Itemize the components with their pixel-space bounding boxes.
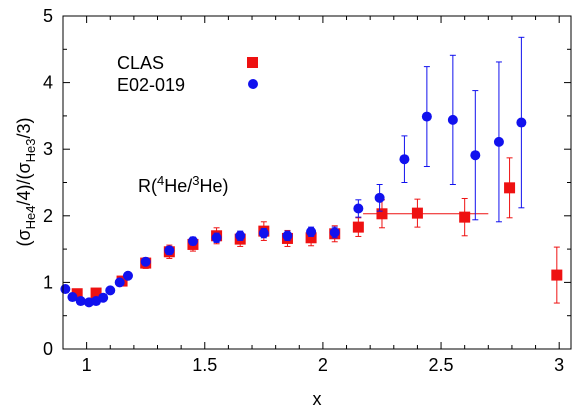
x-tick-label: 3 bbox=[554, 355, 564, 375]
data-point-e02-019 bbox=[516, 117, 527, 128]
legend-label-clas: CLAS bbox=[117, 53, 164, 73]
x-tick-label: 2.5 bbox=[429, 355, 454, 375]
y-tick-label: 5 bbox=[43, 6, 53, 26]
ratio-annotation: R(4He/3He) bbox=[138, 173, 229, 196]
data-point-e02-019 bbox=[187, 236, 198, 247]
legend-marker-e02-019 bbox=[248, 79, 258, 89]
y-tick-label: 1 bbox=[43, 272, 53, 292]
y-axis-title: (σHe4/4)/(σHe3/3) bbox=[14, 118, 38, 247]
y-tick-label: 3 bbox=[43, 139, 53, 159]
data-point-clas bbox=[305, 232, 317, 244]
data-point-clas bbox=[376, 208, 388, 220]
series-e02-019 bbox=[60, 36, 527, 308]
data-point-e02-019 bbox=[306, 226, 317, 237]
data-point-e02-019 bbox=[258, 228, 269, 239]
data-point-e02-019 bbox=[140, 256, 151, 267]
data-point-e02-019 bbox=[399, 154, 410, 165]
data-point-e02-019 bbox=[122, 270, 133, 281]
data-point-clas bbox=[352, 221, 364, 233]
x-tick-label: 1.5 bbox=[192, 355, 217, 375]
data-point-e02-019 bbox=[105, 285, 116, 296]
data-point-clas bbox=[90, 287, 102, 299]
data-point-e02-019 bbox=[329, 227, 340, 238]
data-point-e02-019 bbox=[235, 230, 246, 241]
data-point-e02-019 bbox=[421, 111, 432, 122]
y-tick-labels: 0 1 2 3 4 5 bbox=[43, 6, 53, 359]
data-point-e02-019 bbox=[164, 245, 175, 256]
x-tick-label: 1 bbox=[82, 355, 92, 375]
y-tick-label: 2 bbox=[43, 206, 53, 226]
x-axis-title: x bbox=[313, 389, 322, 409]
data-point-e02-019 bbox=[60, 284, 71, 295]
x-tick-labels: 1 1.5 2 2.5 3 bbox=[82, 355, 565, 375]
data-point-e02-019 bbox=[353, 203, 364, 214]
data-point-e02-019 bbox=[282, 230, 293, 241]
data-point-e02-019 bbox=[75, 296, 86, 307]
legend-marker-clas bbox=[247, 57, 258, 68]
data-point-clas bbox=[411, 207, 423, 219]
data-point-e02-019 bbox=[67, 292, 78, 303]
x-tick-label: 2 bbox=[318, 355, 328, 375]
data-point-e02-019 bbox=[447, 114, 458, 125]
data-point-clas bbox=[71, 288, 83, 300]
y-tick-label: 4 bbox=[43, 73, 53, 93]
legend: CLAS E02-019 bbox=[117, 53, 258, 95]
plot-frame bbox=[62, 15, 572, 350]
data-point-clas bbox=[504, 182, 516, 194]
y-tick-label: 0 bbox=[43, 339, 53, 359]
data-point-e02-019 bbox=[211, 232, 222, 243]
data-point-e02-019 bbox=[374, 192, 385, 203]
data-point-e02-019 bbox=[493, 136, 504, 147]
data-point-e02-019 bbox=[470, 150, 481, 161]
data-marks bbox=[60, 36, 563, 308]
legend-label-e02-019: E02-019 bbox=[117, 75, 185, 95]
data-point-e02-019 bbox=[98, 292, 109, 303]
data-point-clas bbox=[459, 211, 471, 223]
data-point-clas bbox=[551, 269, 563, 281]
data-point-e02-019 bbox=[114, 277, 125, 288]
